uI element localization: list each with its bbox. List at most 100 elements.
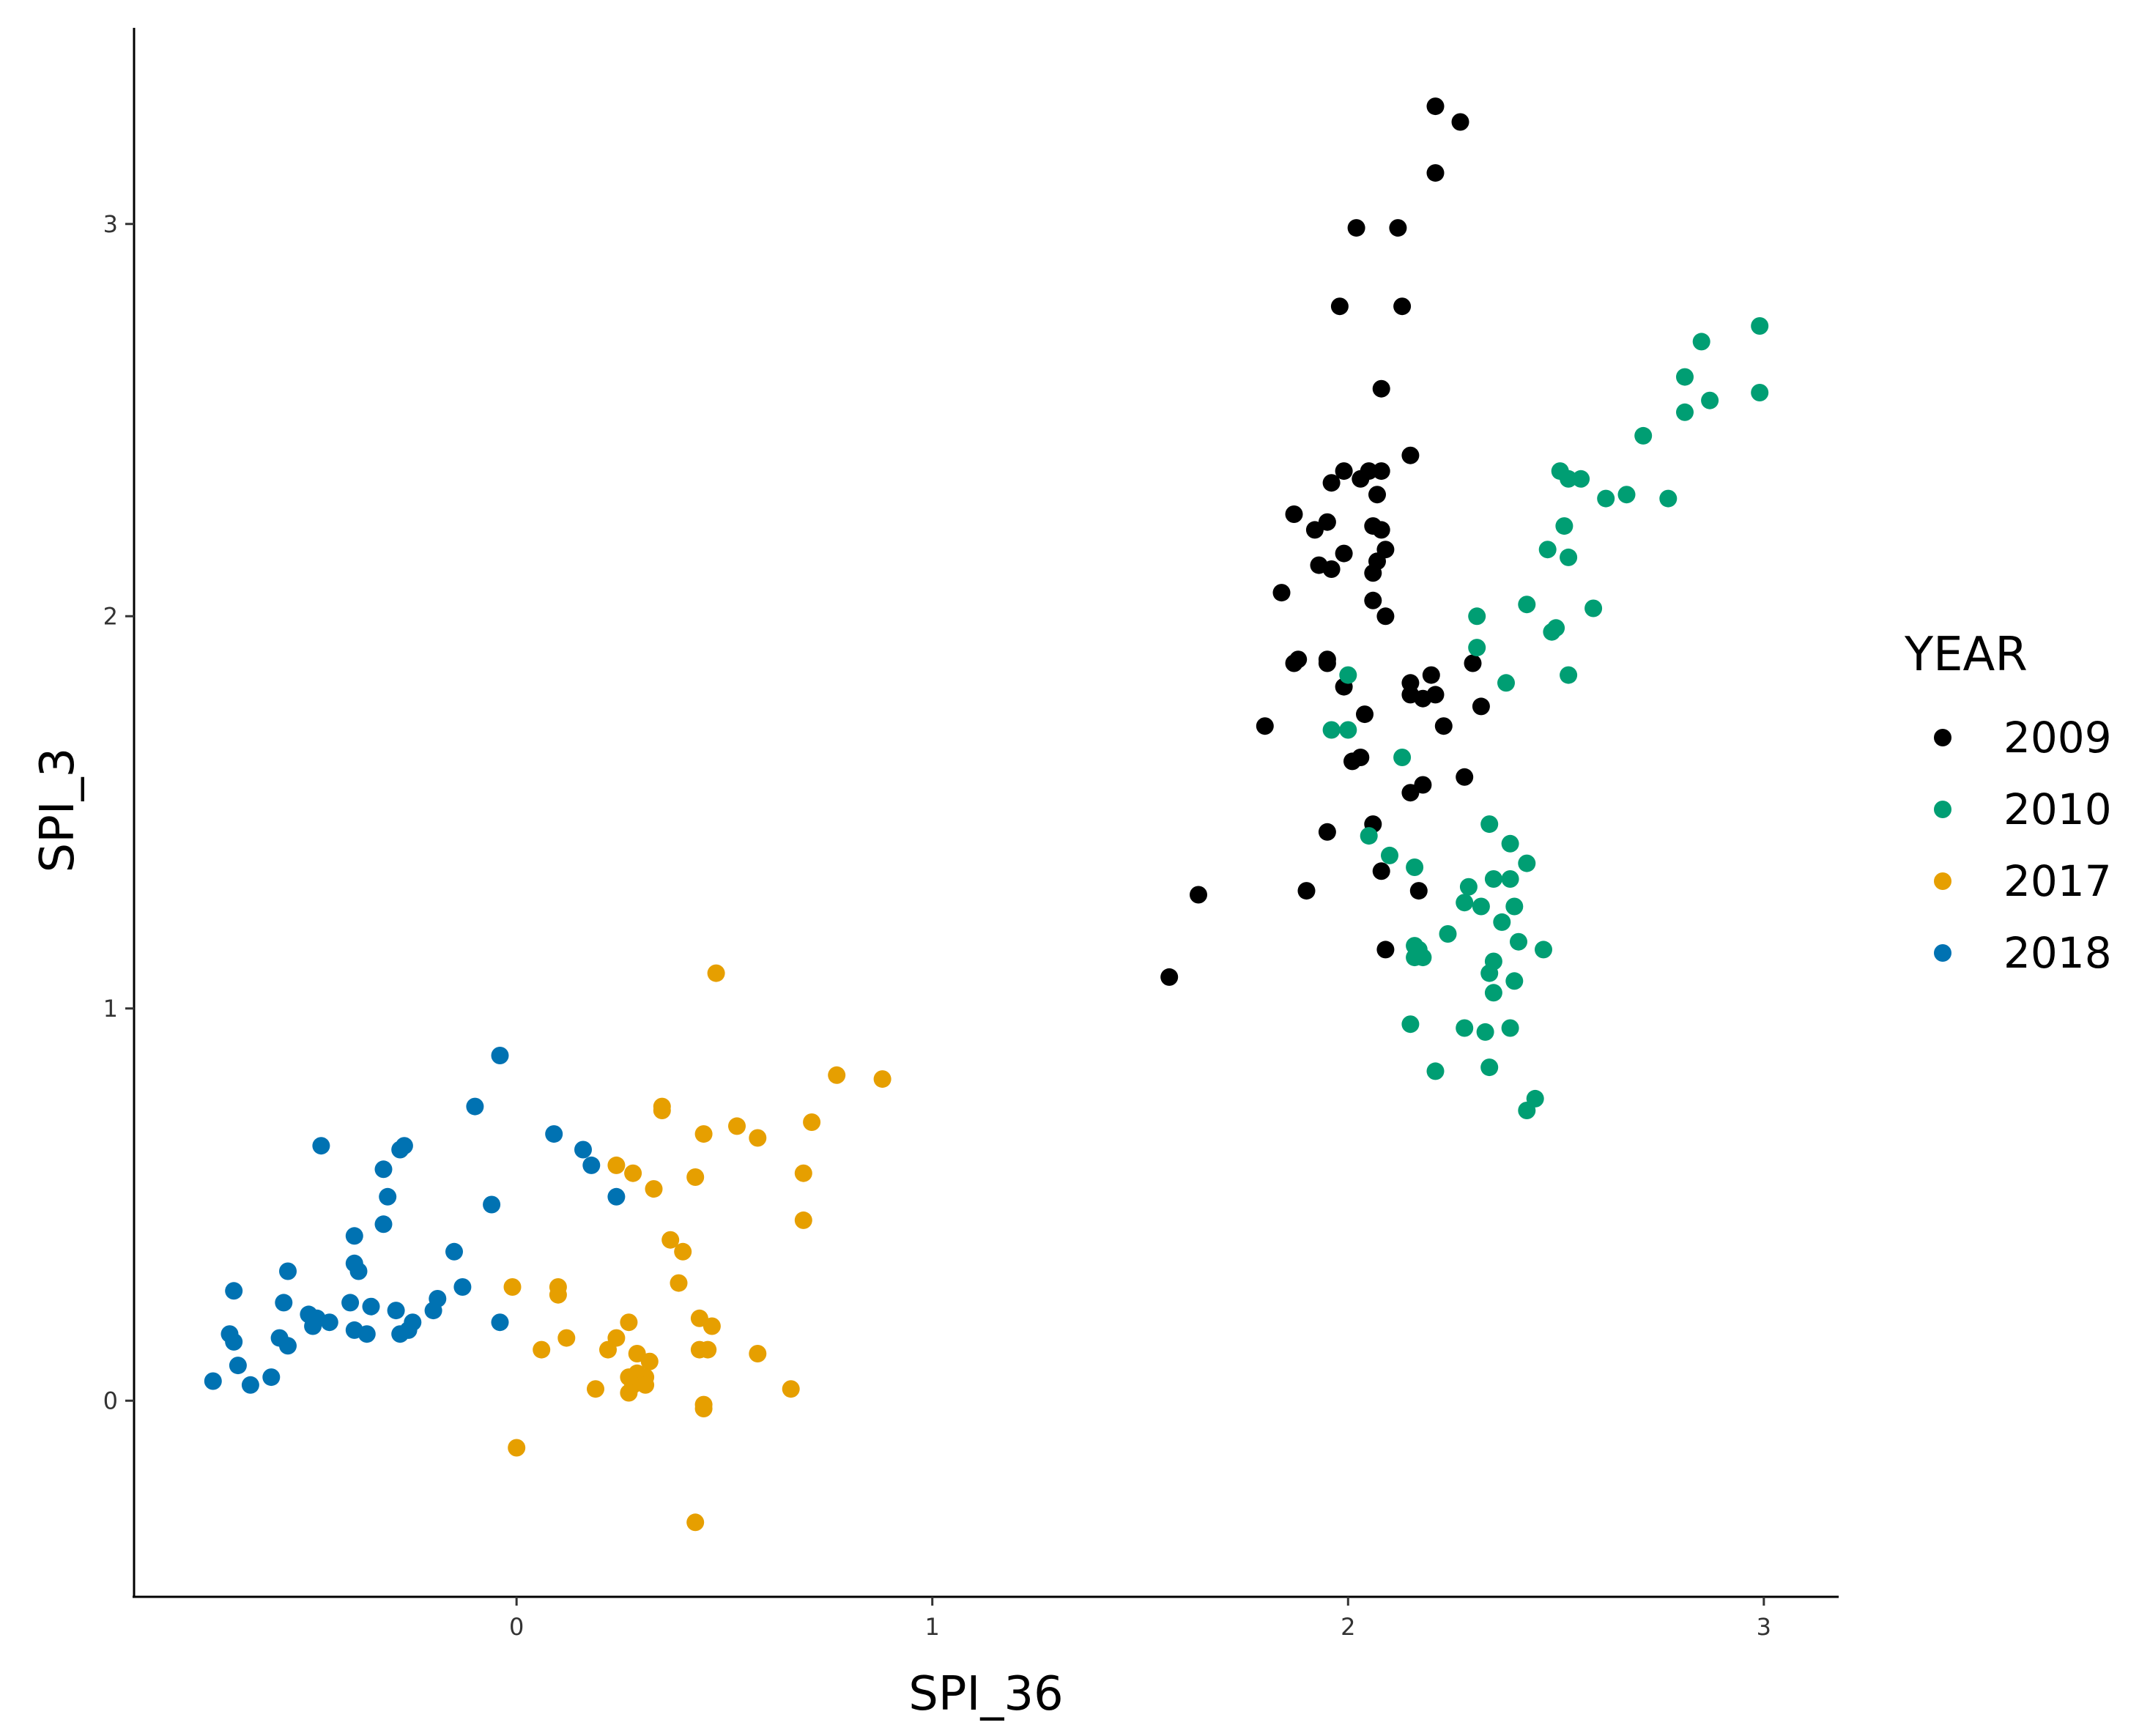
- point-2018-6: [574, 1140, 592, 1159]
- point-2010-15: [1560, 548, 1578, 566]
- point-2017-23: [703, 1317, 721, 1335]
- point-2010-48: [1535, 941, 1552, 959]
- x-tick-label-2: 2: [1341, 1613, 1355, 1641]
- point-2009-17: [1305, 521, 1324, 539]
- point-2018-28: [320, 1313, 338, 1332]
- point-2009-8: [1401, 446, 1420, 464]
- point-2017-31: [699, 1340, 717, 1359]
- point-2010-12: [1659, 489, 1678, 508]
- point-2009-15: [1285, 505, 1303, 523]
- x-ticks: 0 1 2 3: [509, 1597, 1771, 1641]
- point-2009-19: [1372, 521, 1390, 539]
- point-2009-53: [1297, 882, 1316, 900]
- point-2017-29: [749, 1345, 767, 1362]
- point-2010-49: [1480, 964, 1499, 982]
- point-2010-28: [1360, 827, 1378, 845]
- point-2018-13: [345, 1227, 363, 1245]
- point-2018-5: [391, 1140, 409, 1159]
- point-2009-12: [1372, 462, 1390, 481]
- point-2010-2: [1676, 368, 1694, 386]
- point-2009-52: [1190, 886, 1207, 904]
- point-2009-0: [1426, 97, 1445, 116]
- point-2017-14: [794, 1211, 812, 1229]
- point-2010-0: [1751, 317, 1769, 335]
- point-2017-39: [620, 1384, 638, 1402]
- point-2010-50: [1505, 972, 1524, 990]
- point-2017-13: [645, 1180, 663, 1198]
- point-2018-1: [466, 1097, 484, 1116]
- point-2009-54: [1409, 882, 1428, 900]
- point-2017-17: [670, 1274, 688, 1292]
- point-2010-20: [1547, 619, 1565, 637]
- point-2018-8: [374, 1160, 393, 1179]
- legend-key-2010: [1934, 801, 1951, 818]
- point-2009-9: [1335, 462, 1353, 481]
- point-2018-7: [582, 1156, 601, 1174]
- point-2010-26: [1339, 721, 1357, 739]
- point-2018-11: [483, 1195, 501, 1214]
- point-2009-14: [1368, 486, 1386, 504]
- point-2018-3: [312, 1137, 330, 1155]
- point-2009-3: [1347, 219, 1365, 237]
- point-2010-8: [1560, 470, 1578, 488]
- point-2018-16: [349, 1262, 368, 1280]
- point-2010-41: [1439, 925, 1457, 943]
- series-2017: [503, 964, 891, 1532]
- point-2009-26: [1272, 584, 1291, 602]
- point-2010-40: [1493, 913, 1511, 931]
- point-2010-3: [1751, 384, 1769, 401]
- point-2018-25: [424, 1302, 442, 1320]
- point-2009-45: [1352, 749, 1370, 766]
- point-2018-9: [379, 1187, 397, 1206]
- legend-title: YEAR: [1904, 628, 2028, 682]
- point-2009-32: [1318, 654, 1336, 672]
- point-2018-19: [225, 1282, 243, 1300]
- y-tick-label-0: 0: [103, 1387, 118, 1414]
- point-2017-16: [674, 1242, 692, 1261]
- point-2010-36: [1459, 878, 1478, 896]
- point-2010-27: [1393, 749, 1412, 766]
- point-2009-28: [1376, 607, 1395, 626]
- point-2018-37: [225, 1332, 243, 1351]
- legend-label-2010: 2010: [2003, 784, 2112, 834]
- point-2009-1: [1451, 113, 1469, 131]
- point-2018-17: [279, 1262, 297, 1280]
- point-2009-23: [1322, 560, 1341, 578]
- point-2009-27: [1364, 591, 1382, 609]
- point-2009-30: [1289, 650, 1308, 669]
- point-2010-38: [1472, 897, 1490, 916]
- point-2010-1: [1692, 333, 1710, 351]
- legend-key-2018: [1934, 944, 1951, 962]
- point-2010-57: [1480, 1058, 1499, 1077]
- point-2018-23: [387, 1302, 405, 1320]
- y-ticks: 0 1 2 3: [103, 210, 134, 1414]
- point-2018-42: [204, 1372, 222, 1390]
- point-2018-10: [607, 1187, 626, 1206]
- point-2010-11: [1597, 489, 1615, 508]
- point-2017-15: [661, 1231, 680, 1249]
- point-2017-12: [686, 1168, 705, 1186]
- point-2009-41: [1356, 705, 1374, 724]
- point-2010-14: [1538, 541, 1557, 559]
- point-2009-2: [1426, 164, 1445, 182]
- point-2009-34: [1464, 654, 1482, 672]
- point-2009-25: [1364, 564, 1382, 582]
- point-2010-21: [1468, 639, 1486, 657]
- point-2009-6: [1393, 297, 1412, 316]
- point-2017-5: [728, 1117, 746, 1135]
- legend-label-2009: 2009: [2003, 713, 2112, 763]
- point-2017-4: [653, 1102, 671, 1119]
- point-2018-31: [357, 1325, 376, 1343]
- point-2018-18: [453, 1278, 472, 1296]
- legend-label-2017: 2017: [2003, 856, 2112, 906]
- y-tick-label-1: 1: [103, 995, 118, 1023]
- legend-key-2017: [1934, 872, 1951, 890]
- legend-label-2018: 2018: [2003, 928, 2112, 978]
- point-2017-8: [749, 1129, 767, 1147]
- point-2010-33: [1406, 858, 1424, 876]
- point-2009-50: [1318, 823, 1336, 841]
- point-2010-32: [1518, 854, 1536, 872]
- point-2017-11: [794, 1164, 812, 1182]
- series-2009: [1160, 97, 1490, 986]
- point-2010-51: [1484, 984, 1502, 1002]
